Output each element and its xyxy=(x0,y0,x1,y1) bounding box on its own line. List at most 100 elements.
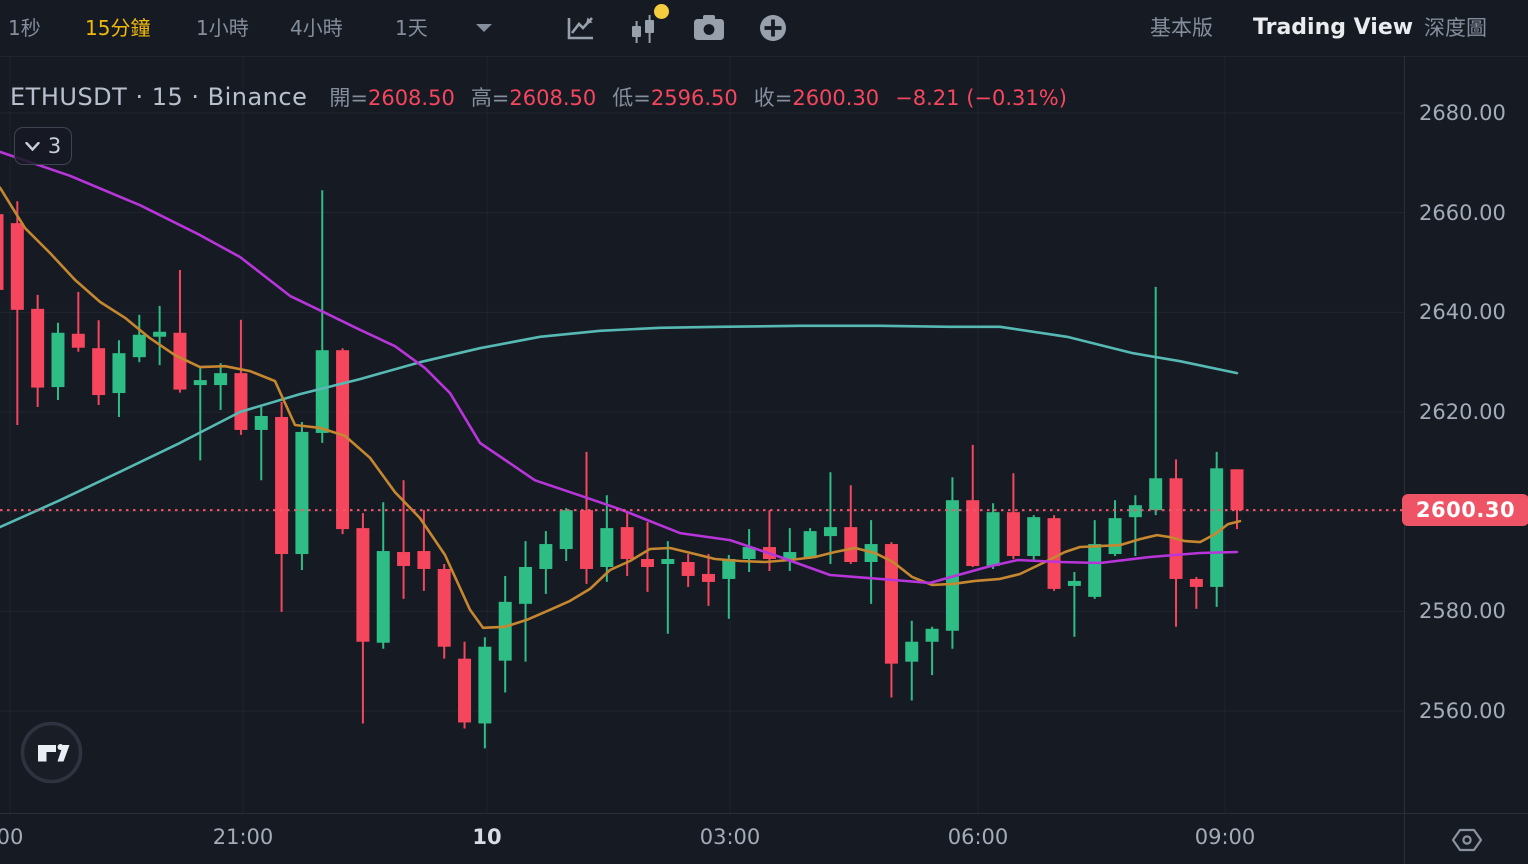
add-indicator-button[interactable] xyxy=(752,8,794,48)
candle-body xyxy=(397,552,411,566)
candle-body xyxy=(844,527,858,562)
interval-tab-1[interactable]: 1秒 xyxy=(8,0,41,56)
candle-body xyxy=(905,641,919,662)
candle-body xyxy=(336,350,350,530)
candle-body xyxy=(661,559,675,564)
indicators-collapse-button[interactable]: 3 xyxy=(14,127,72,165)
candle-body xyxy=(1230,469,1244,511)
candle-body xyxy=(986,512,1000,566)
candle-body xyxy=(51,332,65,388)
tradingview-logo-icon xyxy=(20,721,83,784)
candle-body xyxy=(519,566,533,604)
candle-body xyxy=(376,551,390,643)
candle-body xyxy=(966,500,980,566)
interval-tab-3[interactable]: 1小時 xyxy=(196,0,249,56)
candle-body xyxy=(1047,518,1061,589)
price-axis[interactable]: 2600.30 2680.00 2660.00 2640.00 2620.00 2580… xyxy=(1402,56,1528,813)
candle-body xyxy=(742,547,756,560)
view-tab-1[interactable]: 基本版 xyxy=(1150,0,1213,56)
candle-body xyxy=(1088,544,1102,597)
ma-fast-orange xyxy=(0,186,1242,630)
change-readout: −8.21 (−0.31%) xyxy=(895,86,1067,110)
price-axis-label: 2640.00 xyxy=(1419,300,1506,325)
price-axis-label: 2560.00 xyxy=(1419,698,1506,723)
candle-body xyxy=(620,527,634,560)
chevron-down-icon xyxy=(25,141,40,151)
ma-slow-cyan xyxy=(0,324,1239,529)
tradingview-logo[interactable] xyxy=(20,721,83,784)
ohlc-label: 高= xyxy=(470,86,510,110)
time-axis-label: 21:00 xyxy=(212,825,274,849)
candlestick-style-button[interactable] xyxy=(623,4,669,48)
time-axis-label: 03:00 xyxy=(699,825,761,849)
candle-body xyxy=(539,544,553,569)
chart-plot-area[interactable]: ETHUSDT · 15 · Binance 開=2608.50 高=2608.5… xyxy=(0,56,1404,813)
candle-body xyxy=(295,431,309,555)
price-axis-label: 2680.00 xyxy=(1419,101,1506,125)
time-axis-label: 06:00 xyxy=(947,825,1009,849)
ohlc-item: 高=2608.50 xyxy=(471,86,596,110)
candle-body xyxy=(884,544,898,664)
candle-body xyxy=(417,551,431,569)
candlestick-chart xyxy=(0,56,1404,813)
candle-body xyxy=(1027,517,1041,557)
ohlc-value: 2600.30 xyxy=(792,86,880,110)
indicator-count: 3 xyxy=(47,134,62,158)
interval-tab-2[interactable]: 15分鐘 xyxy=(85,0,150,56)
candle-body xyxy=(356,528,370,642)
candle-body xyxy=(1006,512,1020,557)
ohlc-label: 開= xyxy=(329,86,368,110)
time-axis-label: 09:00 xyxy=(1194,825,1256,849)
ohlc-value: 2608.50 xyxy=(367,86,455,110)
candle-body xyxy=(701,573,715,582)
ohlc-label: 收= xyxy=(753,86,793,110)
ohlc-item: 收=2600.30 xyxy=(754,86,879,110)
camera-screenshot-button[interactable] xyxy=(688,8,730,48)
time-axis-label: 00 xyxy=(0,825,24,849)
time-axis[interactable]: 00 21:00 10 03:00 06:00 09:00 xyxy=(0,813,1404,864)
candle-body xyxy=(498,601,512,661)
candle-body xyxy=(71,333,85,348)
interval-dropdown-button[interactable] xyxy=(471,0,497,56)
candle-body xyxy=(234,373,248,430)
view-tab-3[interactable]: 深度圖 xyxy=(1424,0,1487,56)
ohlc-value: 2596.50 xyxy=(650,86,738,110)
candle-body xyxy=(580,510,594,569)
notification-dot xyxy=(654,4,669,19)
candle-body xyxy=(173,332,187,390)
add-circle-icon xyxy=(760,15,786,41)
chart-toolbar: 1秒 15分鐘 1小時 4小時 1天 xyxy=(0,0,1528,57)
candle-body xyxy=(10,223,24,310)
interval-tab-4[interactable]: 4小時 xyxy=(290,0,343,56)
interval-tab-5[interactable]: 1天 xyxy=(395,0,428,56)
ohlc-label: 低= xyxy=(612,86,651,110)
axis-settings-corner[interactable] xyxy=(1404,813,1528,864)
candle-body xyxy=(1189,578,1203,587)
ohlc-value: 2608.50 xyxy=(509,86,597,110)
price-axis-label: 2580.00 xyxy=(1419,599,1506,624)
view-tab-2[interactable]: Trading View xyxy=(1253,0,1413,56)
time-axis-label: 10 xyxy=(472,825,502,849)
candle-body xyxy=(600,528,614,567)
candle-body xyxy=(254,415,268,430)
candle-body xyxy=(1149,478,1163,511)
candle-body xyxy=(1108,518,1122,555)
line-chart-style-button[interactable] xyxy=(560,8,602,48)
candle-body xyxy=(1210,468,1224,587)
ohlc-readout: 開=2608.50 高=2608.50 低=2596.50 收=2600.30 xyxy=(329,82,895,112)
candle-body xyxy=(783,552,797,560)
candle-body xyxy=(153,331,167,337)
candle-body xyxy=(132,334,146,358)
candle-body xyxy=(112,353,126,394)
candle-body xyxy=(437,568,451,647)
price-axis-label: 2620.00 xyxy=(1419,399,1506,424)
caret-down-icon xyxy=(476,23,492,32)
candle-body xyxy=(458,658,472,723)
candle-body xyxy=(1169,478,1183,579)
candle-body xyxy=(803,531,817,558)
candle-body xyxy=(315,350,329,433)
candle-body xyxy=(31,308,45,388)
candle-body xyxy=(559,510,573,550)
last-price-badge: 2600.30 xyxy=(1402,494,1528,527)
